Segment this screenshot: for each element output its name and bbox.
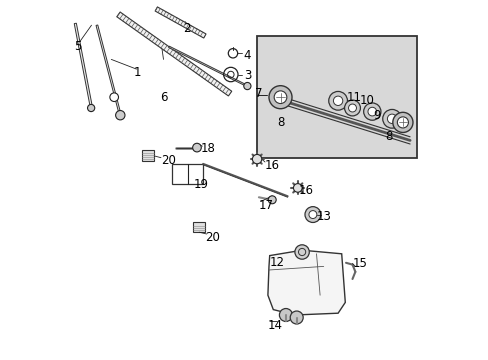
Polygon shape <box>267 250 345 315</box>
Circle shape <box>344 100 360 116</box>
Text: 16: 16 <box>298 184 313 197</box>
Text: 17: 17 <box>258 199 273 212</box>
Text: 8: 8 <box>276 116 284 129</box>
Circle shape <box>252 154 261 164</box>
Text: 5: 5 <box>75 40 82 53</box>
Circle shape <box>293 184 302 192</box>
Text: 1: 1 <box>133 66 141 78</box>
Circle shape <box>279 309 292 321</box>
Circle shape <box>115 111 125 120</box>
Circle shape <box>244 82 250 90</box>
Text: 10: 10 <box>359 94 374 107</box>
Text: 13: 13 <box>316 210 331 222</box>
Polygon shape <box>74 23 92 108</box>
Text: 19: 19 <box>193 178 208 191</box>
Circle shape <box>110 93 118 102</box>
Circle shape <box>397 117 407 128</box>
Text: 20: 20 <box>161 154 176 167</box>
Bar <box>257 36 416 158</box>
Circle shape <box>367 107 376 116</box>
Text: 7: 7 <box>255 87 262 100</box>
Circle shape <box>386 114 396 123</box>
Circle shape <box>363 103 380 120</box>
Circle shape <box>268 196 276 204</box>
Circle shape <box>308 211 316 219</box>
Circle shape <box>192 143 201 152</box>
Bar <box>172 164 203 184</box>
Text: 3: 3 <box>244 69 251 82</box>
Circle shape <box>348 104 356 112</box>
Text: 6: 6 <box>160 91 167 104</box>
Text: 8: 8 <box>384 130 391 143</box>
Circle shape <box>392 112 412 132</box>
Polygon shape <box>168 46 248 87</box>
Circle shape <box>333 96 342 105</box>
Circle shape <box>382 109 401 128</box>
Circle shape <box>294 245 309 259</box>
Polygon shape <box>117 12 231 96</box>
Circle shape <box>289 311 303 324</box>
Text: 11: 11 <box>346 91 361 104</box>
Text: 16: 16 <box>264 159 279 172</box>
Circle shape <box>305 207 320 222</box>
Text: 14: 14 <box>267 319 283 332</box>
Text: 9: 9 <box>373 109 380 122</box>
Circle shape <box>328 91 347 110</box>
Text: 18: 18 <box>200 142 215 155</box>
Polygon shape <box>96 25 121 116</box>
Text: 15: 15 <box>352 257 366 270</box>
Circle shape <box>268 86 291 109</box>
Text: 2: 2 <box>183 22 190 35</box>
Circle shape <box>87 104 95 112</box>
Text: 12: 12 <box>269 256 284 269</box>
Bar <box>141 150 154 161</box>
Text: 20: 20 <box>204 231 219 244</box>
Circle shape <box>274 91 286 104</box>
Bar <box>193 222 204 232</box>
Text: 4: 4 <box>244 49 251 62</box>
Polygon shape <box>155 7 205 38</box>
